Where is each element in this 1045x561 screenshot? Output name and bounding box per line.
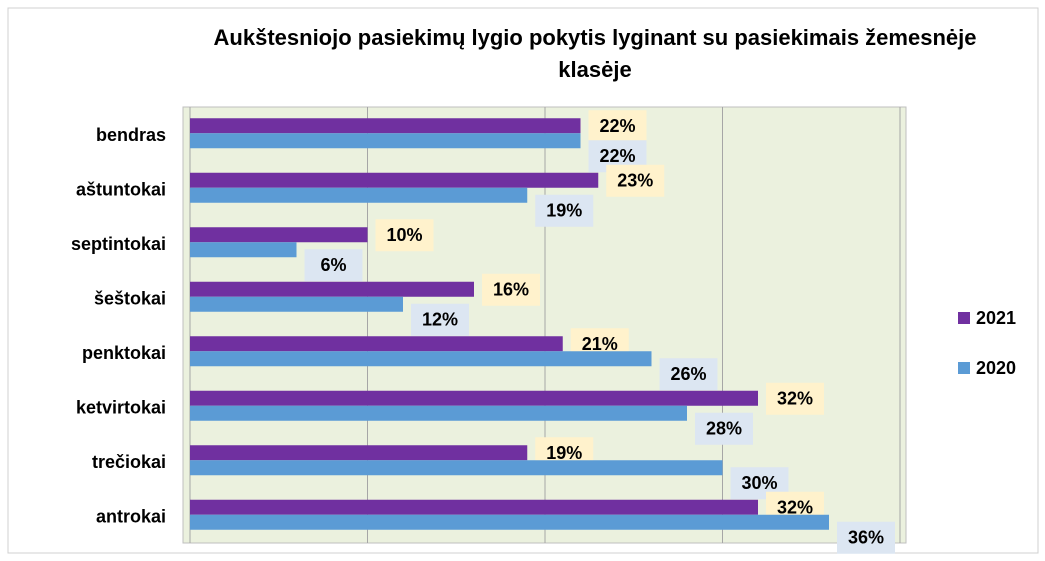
value-label-bg — [535, 194, 594, 227]
value-label: 6% — [320, 255, 346, 275]
bar — [190, 499, 758, 515]
bar — [190, 445, 528, 461]
value-label-bg — [588, 110, 647, 143]
y-tick-label: penktokai — [82, 343, 166, 363]
value-label: 32% — [777, 389, 813, 409]
bar — [190, 336, 563, 352]
value-label: 12% — [422, 310, 458, 330]
y-tick-label: bendras — [96, 125, 166, 145]
value-label-bg — [482, 273, 540, 306]
value-label: 23% — [617, 171, 653, 191]
y-tick-label: septintokai — [71, 234, 166, 254]
value-label: 28% — [706, 419, 742, 439]
y-tick-label: trečiokai — [92, 452, 166, 472]
bar — [190, 460, 723, 476]
bar — [190, 281, 474, 297]
value-label-bg — [695, 412, 753, 445]
bar — [190, 351, 652, 367]
value-label: 10% — [386, 225, 422, 245]
value-label-bg — [659, 358, 718, 391]
bar — [190, 390, 758, 406]
legend-swatch — [958, 362, 970, 374]
value-label: 36% — [848, 528, 884, 548]
value-label: 21% — [582, 334, 618, 354]
bar — [190, 405, 687, 421]
bar — [190, 172, 599, 188]
value-label: 19% — [546, 201, 582, 221]
chart-title: Aukštesniojo pasiekimų lygio pokytis lyg… — [213, 25, 977, 82]
value-label: 26% — [670, 364, 706, 384]
legend-swatch — [958, 312, 970, 324]
bar — [190, 296, 403, 312]
value-label: 16% — [493, 280, 529, 300]
value-label-bg — [304, 249, 363, 282]
bar — [190, 242, 297, 258]
value-label: 19% — [546, 443, 582, 463]
value-label: 32% — [777, 498, 813, 518]
bar — [190, 118, 581, 134]
value-label: 22% — [599, 116, 635, 136]
value-label: 30% — [741, 473, 777, 493]
value-label: 22% — [599, 146, 635, 166]
legend-label: 2020 — [976, 358, 1016, 378]
value-label-bg — [411, 303, 469, 336]
bar — [190, 227, 368, 243]
value-label-bg — [606, 164, 665, 197]
y-tick-label: antrokai — [96, 507, 166, 527]
y-tick-label: šeštokai — [94, 289, 166, 309]
y-tick-label: ketvirtokai — [76, 398, 166, 418]
value-label-bg — [766, 382, 824, 415]
bar — [190, 514, 829, 530]
legend-label: 2021 — [976, 308, 1016, 328]
bar — [190, 187, 528, 203]
y-tick-label: aštuntokai — [76, 180, 166, 200]
bar — [190, 133, 581, 149]
value-label-bg — [375, 219, 434, 252]
value-label-bg — [837, 521, 895, 554]
